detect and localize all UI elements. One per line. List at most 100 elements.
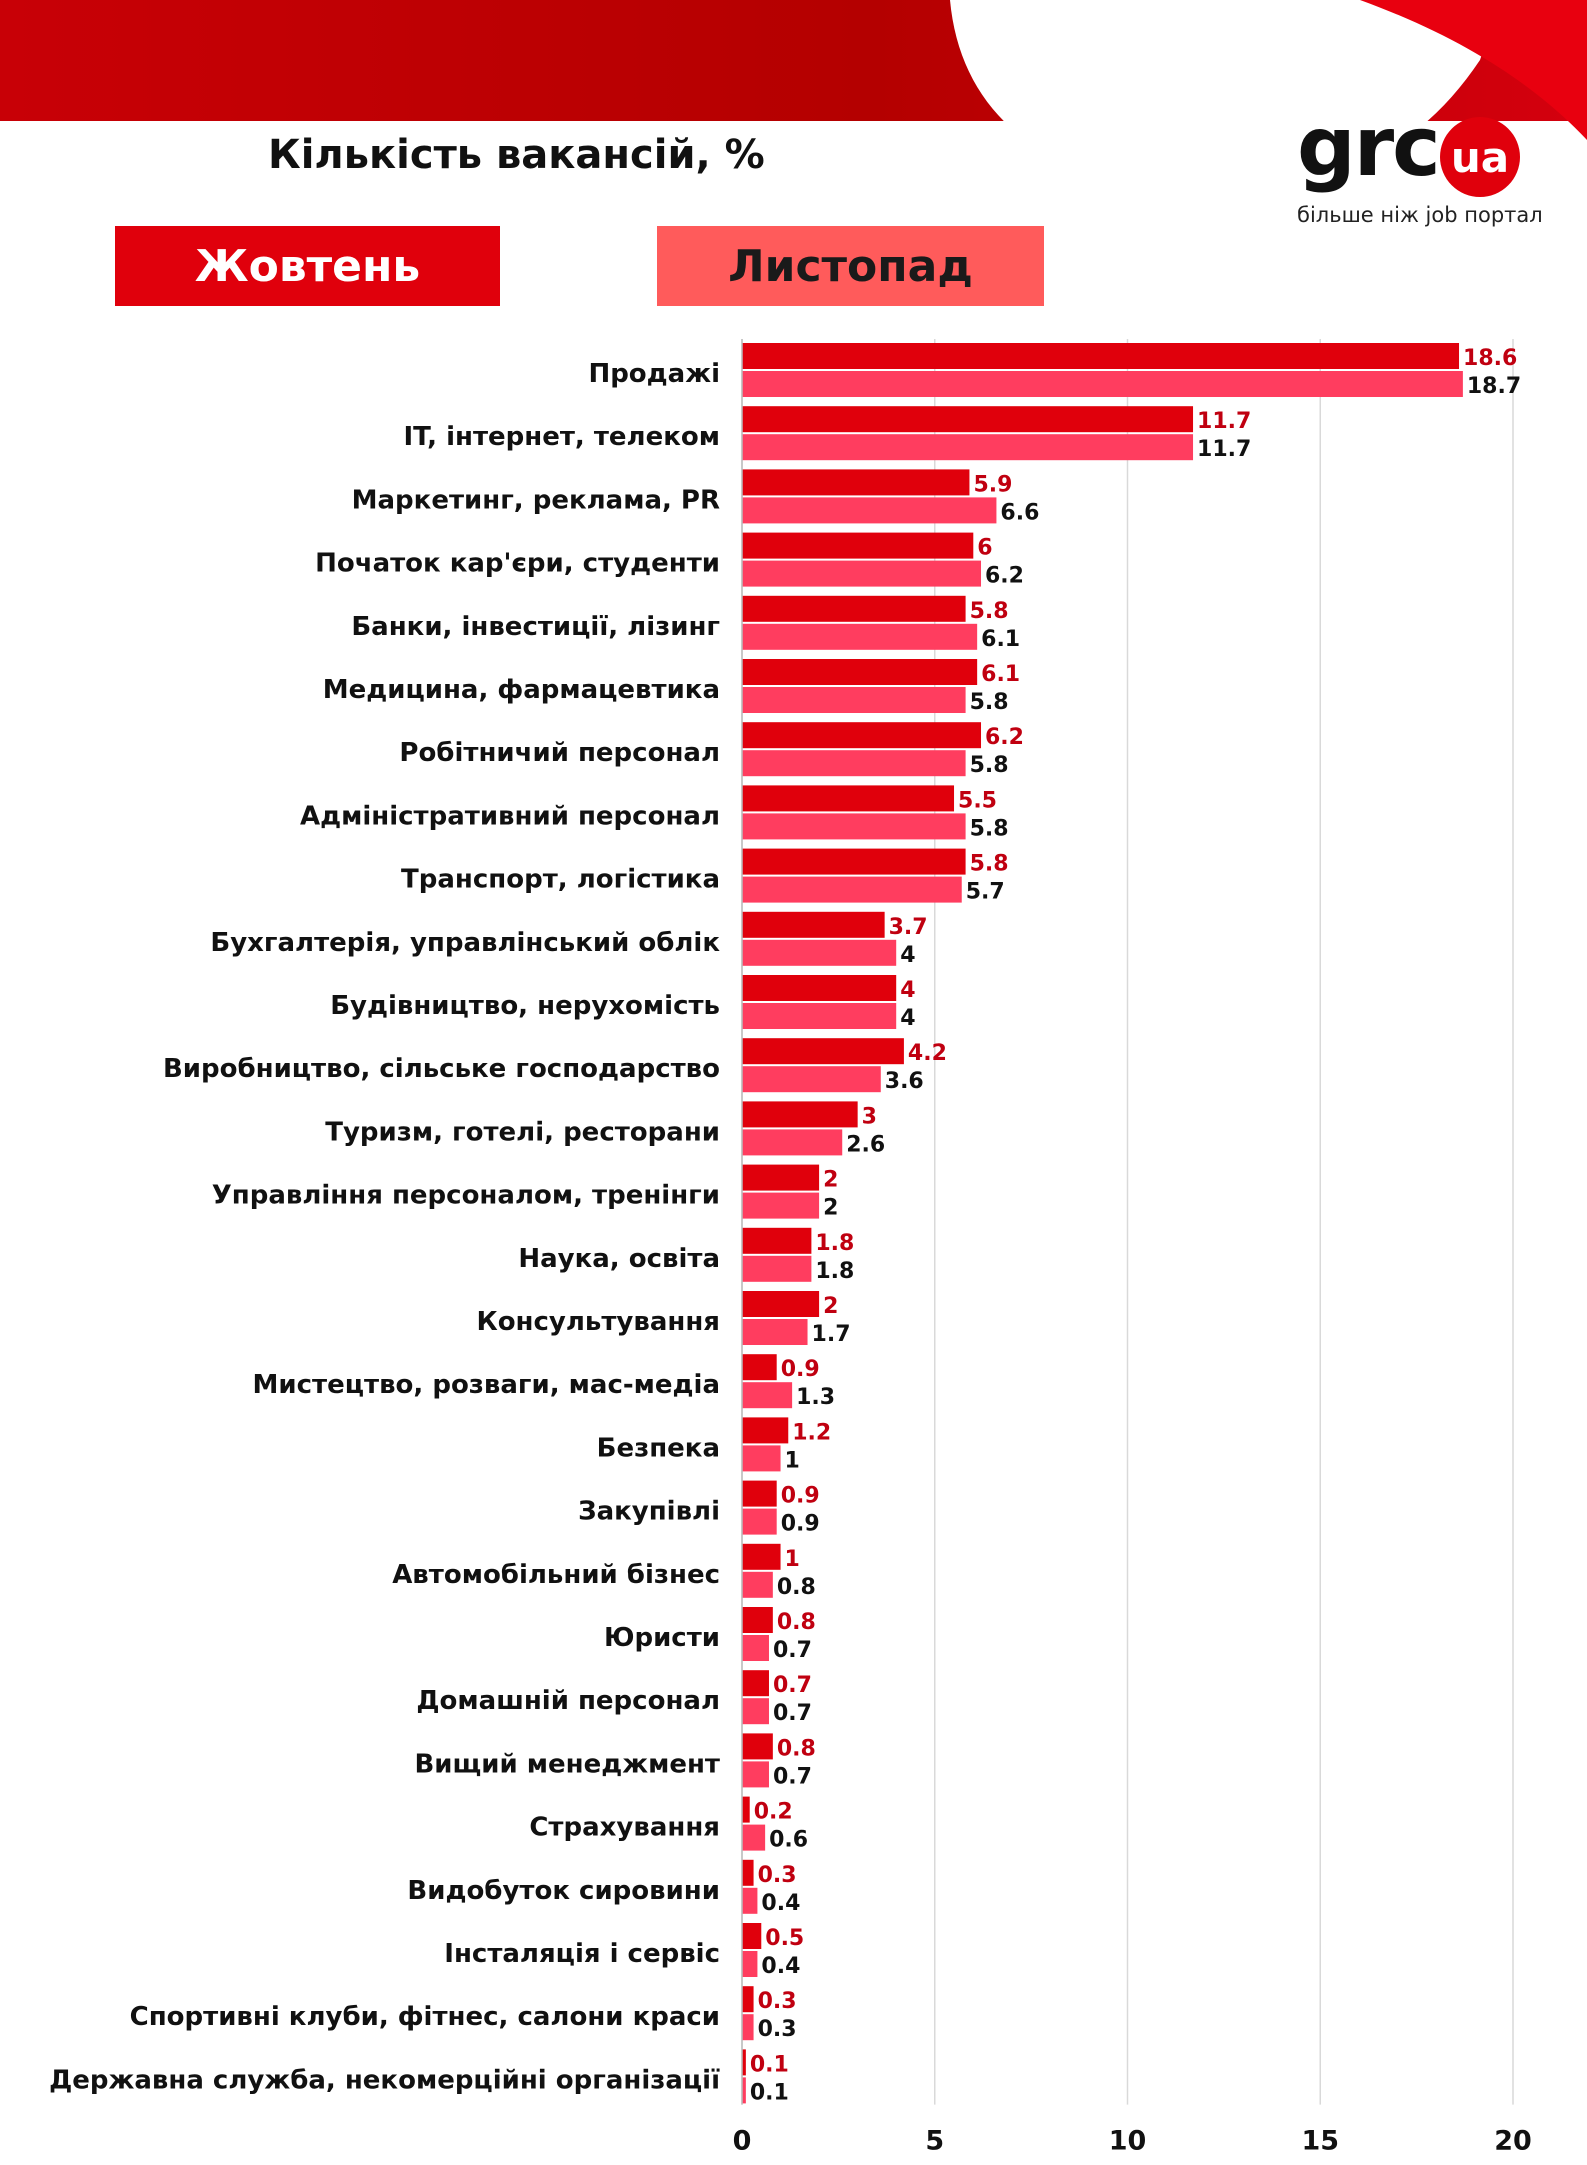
data-label-october: 0.3	[758, 1989, 797, 2014]
data-label-november: 0.7	[773, 1701, 812, 1726]
category-label: IT, інтернет, телеком	[403, 422, 720, 452]
category-label: Виробництво, сільське господарство	[163, 1054, 720, 1084]
bar-october	[742, 532, 974, 559]
bar-november	[742, 876, 962, 903]
data-label-october: 0.5	[765, 1926, 804, 1951]
data-label-october: 0.8	[777, 1610, 816, 1635]
category-label: Робітничий персонал	[399, 738, 720, 768]
x-tick-label: 5	[925, 2126, 944, 2157]
category-label: Безпека	[597, 1433, 720, 1463]
category-label: Державна служба, некомерційні організаці…	[49, 2065, 720, 2095]
bar-november	[742, 2077, 746, 2104]
category-label: Туризм, готелі, ресторани	[325, 1117, 720, 1147]
x-tick-label: 20	[1494, 2126, 1532, 2157]
data-label-november: 18.7	[1467, 374, 1521, 399]
category-label: Банки, інвестиції, лізинг	[351, 612, 720, 642]
data-label-november: 0.7	[773, 1638, 812, 1663]
data-label-november: 1.8	[815, 1259, 854, 1284]
bar-october	[742, 1227, 812, 1254]
data-label-november: 1.3	[796, 1385, 835, 1410]
bar-october	[742, 1607, 773, 1633]
bar-november	[742, 813, 966, 840]
data-label-november: 4	[900, 1006, 915, 1031]
bar-october	[742, 595, 966, 622]
data-label-november: 1.7	[812, 1322, 851, 1347]
data-label-october: 5.5	[958, 788, 997, 813]
category-label: Закупівлі	[578, 1497, 720, 1527]
data-label-november: 0.4	[761, 1954, 800, 1979]
category-label: Спортивні клуби, фітнес, салони краси	[130, 2002, 720, 2032]
data-label-october: 0.7	[773, 1673, 812, 1698]
data-label-november: 5.7	[966, 880, 1005, 905]
logo-tagline: більше ніж job портал	[1297, 203, 1543, 227]
data-label-november: 0.7	[773, 1764, 812, 1789]
bar-october	[742, 1480, 777, 1507]
category-label: Транспорт, логістика	[401, 865, 720, 895]
bar-november	[742, 1382, 793, 1409]
category-label: Юристи	[604, 1623, 720, 1653]
data-label-november: 2	[823, 1196, 838, 1221]
bar-october	[742, 2049, 746, 2076]
bar-october	[742, 975, 897, 1001]
bar-october	[742, 722, 982, 749]
bar-november	[742, 497, 997, 524]
bar-october	[742, 1986, 754, 2013]
category-label: Вищий менеджмент	[414, 1749, 720, 1779]
category-label: Консультування	[476, 1307, 720, 1337]
data-label-october: 3.7	[889, 915, 928, 940]
bar-november	[742, 750, 966, 777]
x-tick-label: 10	[1109, 2126, 1147, 2157]
x-tick-label: 15	[1301, 2126, 1339, 2157]
x-tick-label: 0	[733, 2126, 752, 2157]
data-label-october: 2	[823, 1294, 838, 1319]
data-label-november: 0.8	[777, 1575, 816, 1600]
bar-november	[742, 939, 897, 966]
legend-november: Листопад	[657, 226, 1044, 306]
bar-november	[742, 1192, 820, 1219]
bar-october	[742, 1038, 904, 1065]
data-label-october: 0.9	[781, 1484, 820, 1509]
category-label: Автомобільний бізнес	[392, 1560, 720, 1590]
data-label-october: 4.2	[908, 1041, 947, 1066]
bar-november	[742, 1129, 843, 1156]
bar-november	[742, 1635, 769, 1661]
bar-november	[742, 1003, 897, 1029]
data-label-october: 5.8	[970, 599, 1009, 624]
category-label: Медицина, фармацевтика	[323, 675, 720, 705]
data-label-november: 5.8	[970, 816, 1009, 841]
data-label-november: 2.6	[846, 1132, 885, 1157]
data-label-october: 6.1	[981, 662, 1020, 687]
category-label: Видобуток сировини	[407, 1876, 720, 1906]
bar-november	[742, 1951, 758, 1977]
data-label-november: 6.6	[1000, 500, 1039, 525]
bar-october	[742, 1164, 820, 1191]
data-label-october: 6	[977, 536, 992, 561]
category-label: Управління персоналом, тренінги	[212, 1181, 720, 1211]
bar-november	[742, 1066, 881, 1093]
bar-october	[742, 469, 970, 496]
data-label-november: 0.9	[781, 1512, 820, 1537]
data-label-november: 5.8	[970, 690, 1009, 715]
data-label-october: 5.9	[973, 472, 1012, 497]
bar-november	[742, 371, 1463, 397]
category-label: Мистецтво, розваги, мас-медіа	[253, 1370, 720, 1400]
bar-november	[742, 2014, 754, 2041]
category-label: Бухгалтерія, управлінський облік	[210, 928, 720, 958]
bar-october	[742, 1354, 777, 1381]
data-label-october: 18.6	[1463, 346, 1517, 371]
bar-november	[742, 687, 966, 713]
category-label: Страхування	[529, 1813, 720, 1843]
data-label-november: 0.4	[761, 1891, 800, 1916]
data-label-november: 4	[900, 943, 915, 968]
data-label-october: 0.2	[754, 1800, 793, 1825]
data-label-november: 5.8	[970, 753, 1009, 778]
logo-badge: ua	[1440, 117, 1520, 197]
data-label-october: 11.7	[1197, 409, 1251, 434]
bar-october	[742, 659, 978, 685]
data-label-october: 3	[862, 1104, 877, 1129]
data-label-november: 0.3	[758, 2017, 797, 2042]
category-label: Домашній персонал	[416, 1686, 720, 1716]
bar-november	[742, 1761, 769, 1788]
bar-october	[742, 785, 955, 812]
